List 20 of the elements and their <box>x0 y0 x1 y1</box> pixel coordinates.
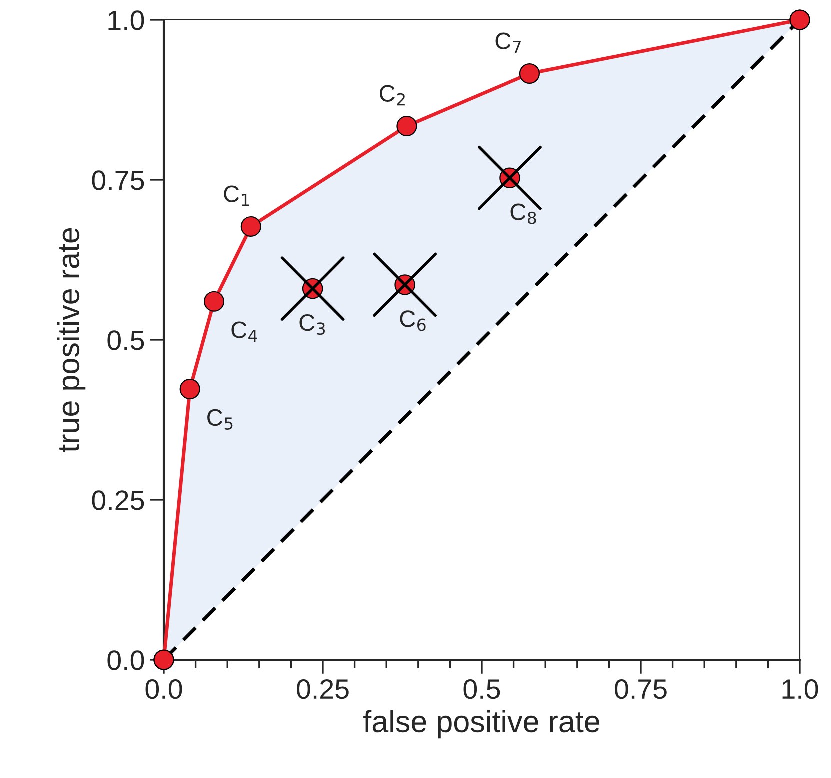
annotation: C$_{2}$ <box>380 85 405 106</box>
annotation: C$_{5}$ <box>208 409 233 430</box>
annotation: C$_{6}$ <box>400 310 426 332</box>
annotation: C$_{1}$ <box>224 186 250 206</box>
y-tick-label: 0.25 <box>92 490 144 510</box>
x-tick-label: 0.0 <box>146 679 182 700</box>
y-axis-title: true positive rate <box>57 228 86 452</box>
annotation: C$_{8}$ <box>510 204 536 224</box>
annotation: C$_{4}$ <box>232 322 258 342</box>
y-tick-label: 0.0 <box>108 650 144 670</box>
y-tick-label: 0.75 <box>92 170 144 190</box>
y-tick-label: 0.5 <box>108 330 144 350</box>
y-tick-label: 1.0 <box>108 10 144 30</box>
x-axis-title: false positive rate <box>364 710 600 739</box>
annotation: C$_{7}$ <box>496 32 521 54</box>
x-tick-label: 0.5 <box>464 679 500 700</box>
x-tick-label: 1.0 <box>782 679 818 700</box>
annotation: C$_{3}$ <box>300 314 326 336</box>
x-tick-label: 0.75 <box>615 679 667 700</box>
x-tick-label: 0.25 <box>297 679 349 700</box>
